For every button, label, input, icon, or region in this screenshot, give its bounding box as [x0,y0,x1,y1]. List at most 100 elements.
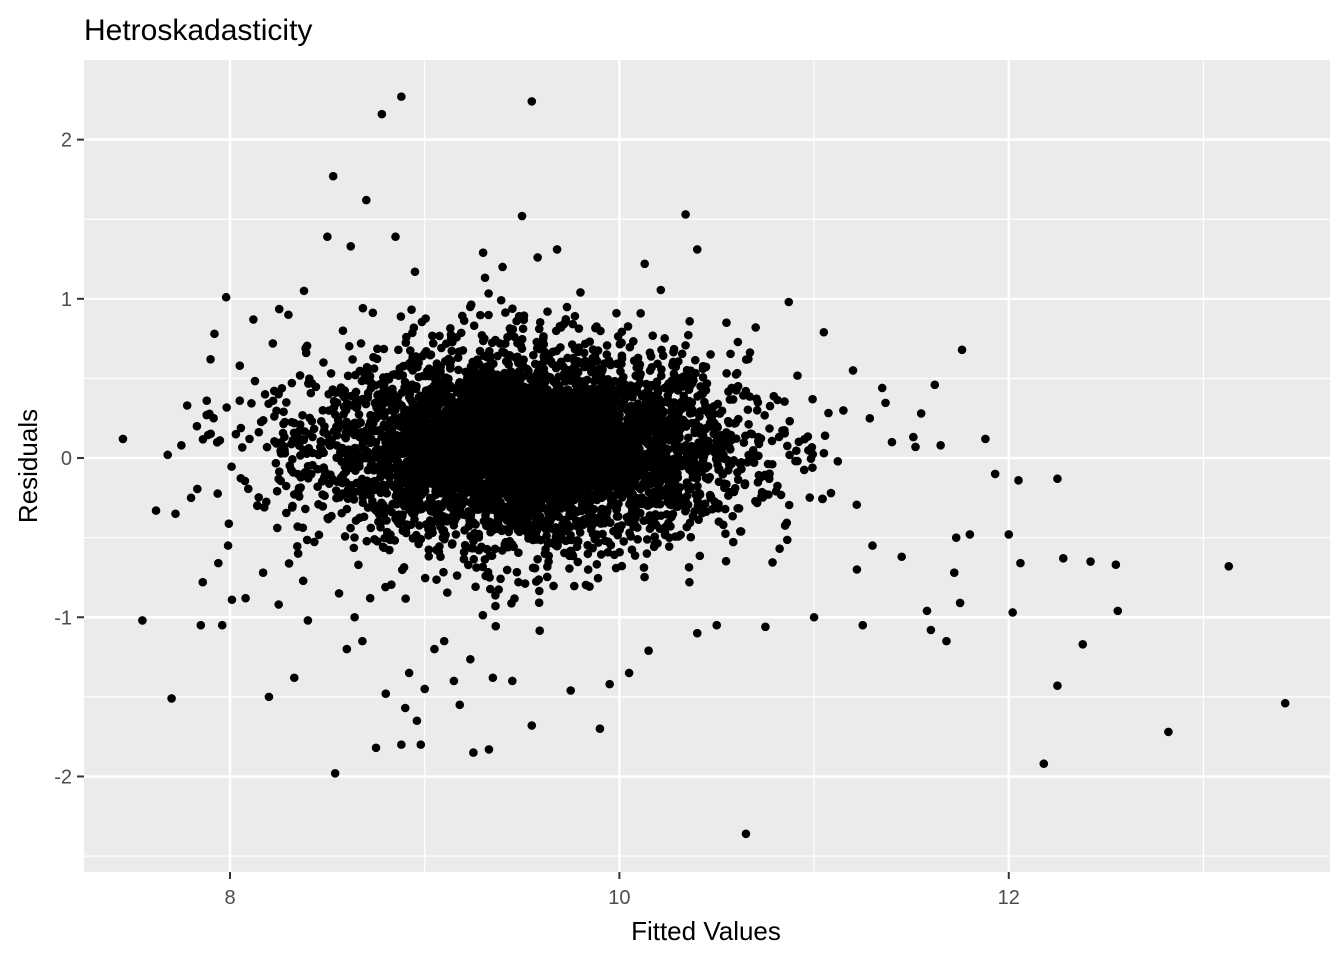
data-point [685,405,695,415]
data-point [651,520,661,530]
data-point [364,375,374,384]
data-point [390,536,400,545]
data-point [428,331,437,341]
data-point [496,295,506,305]
data-point [728,511,737,521]
data-point [571,380,580,389]
data-point [274,304,284,314]
data-point [636,309,645,318]
data-point [260,390,270,399]
data-point [446,324,455,333]
data-point [942,636,951,646]
data-point [276,446,285,456]
data-point [361,399,371,409]
data-point [587,367,596,377]
data-point [477,542,486,552]
data-point [679,391,689,401]
data-point [694,443,703,453]
data-point [685,317,694,326]
data-point [538,366,548,376]
data-point [567,340,577,349]
data-point [425,516,435,525]
data-point [356,418,365,428]
data-point [911,442,920,452]
data-point [491,335,500,345]
data-point [782,535,792,545]
data-point [693,481,702,491]
data-point [276,476,286,486]
data-point [585,337,595,346]
data-point [957,345,967,355]
data-point [764,472,774,481]
data-point [719,479,729,488]
data-point [625,342,635,352]
data-point [264,692,274,702]
data-point [425,350,435,360]
data-point [695,551,705,561]
data-point [243,484,253,494]
data-point [387,580,396,590]
data-point [471,582,480,592]
data-point [741,431,750,441]
data-point [640,572,649,582]
data-point [683,433,693,443]
data-point [602,350,612,359]
data-point [485,573,494,582]
data-point [447,383,456,393]
data-point [337,508,347,518]
data-point [464,521,474,531]
data-point [362,362,372,372]
data-point [274,600,283,609]
data-point [293,549,303,558]
data-point [377,109,387,119]
data-point [445,364,455,373]
data-point [329,403,339,412]
data-point [474,533,484,542]
data-point [508,676,517,686]
data-point [751,496,760,506]
data-point [439,567,448,577]
data-point [341,391,350,400]
data-point [676,401,685,411]
data-point [543,307,552,316]
data-point [775,544,784,553]
data-point [272,486,282,496]
data-point [626,386,636,396]
data-point [527,97,537,106]
data-point [1086,557,1095,566]
data-point [703,475,713,484]
data-point [358,498,368,508]
data-point [617,359,626,369]
data-point [289,673,299,683]
data-point [508,304,517,313]
data-point [282,398,291,407]
data-point [705,418,715,428]
data-point [249,315,258,324]
data-point [936,441,945,450]
data-point [553,541,562,550]
data-point [701,507,711,517]
data-point [538,337,548,346]
data-point [780,521,790,530]
data-point [282,508,291,518]
data-point [881,398,890,408]
data-point [502,565,512,575]
data-point [343,445,352,455]
data-point [594,538,603,547]
data-point [535,318,545,327]
data-point [644,646,653,655]
data-point [574,324,584,333]
data-point [499,510,508,520]
data-point [270,412,279,421]
data-point [826,488,836,498]
data-point [366,523,376,533]
data-point [379,344,389,354]
data-point [744,419,753,429]
data-point [557,530,566,539]
data-point [316,417,326,426]
data-point [1113,606,1123,616]
data-point [585,492,595,501]
data-point [547,513,557,523]
data-point [805,493,815,502]
data-point [566,530,575,540]
